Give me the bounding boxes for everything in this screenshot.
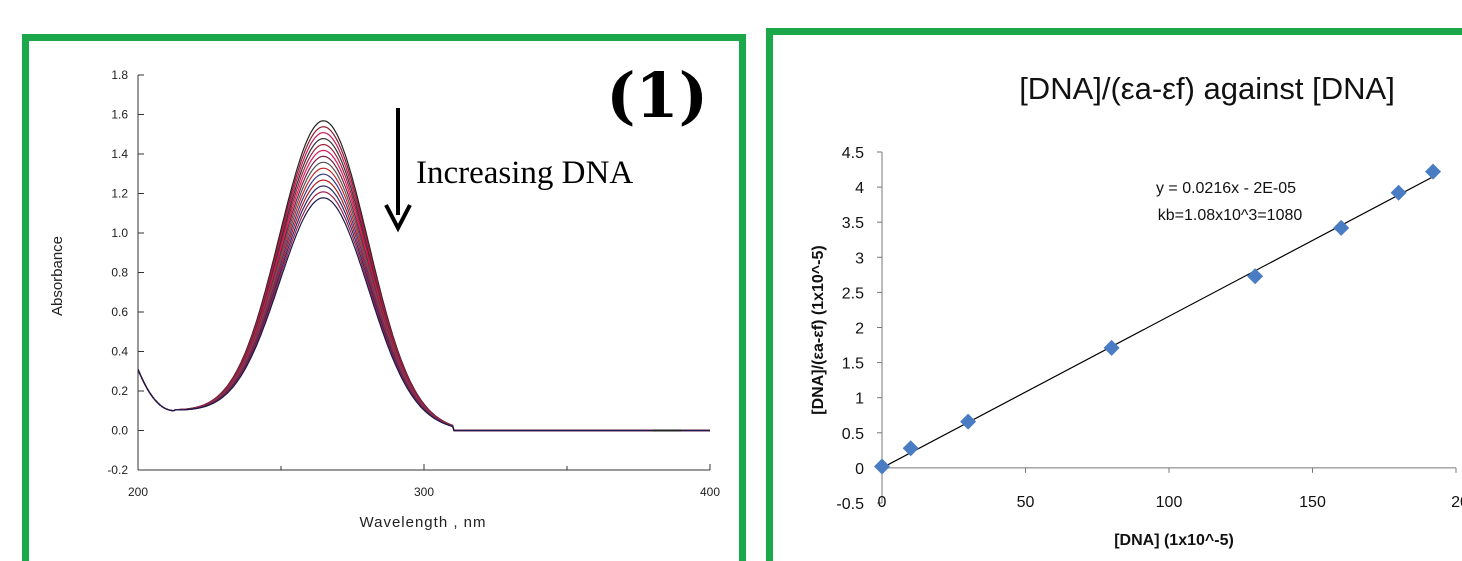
left-y-tick-label: 0.8	[111, 266, 128, 280]
left-x-tick-label: 200	[128, 485, 148, 499]
right-y-tick-label: 4.5	[842, 145, 864, 162]
right-y-tick-label: 1.5	[842, 356, 864, 373]
left-y-tick-label: 0.2	[111, 384, 128, 398]
data-point	[1425, 163, 1442, 180]
data-point	[960, 413, 977, 430]
left-y-tick-label: 1.0	[111, 226, 128, 240]
left-y-tick-label: 0.0	[111, 424, 128, 438]
right-chart-title: [DNA]/(εa-εf) against [DNA]	[1019, 71, 1395, 106]
spectrum-line-6	[137, 149, 710, 432]
right-y-tick-label: 4	[855, 180, 864, 197]
right-y-tick-label: 0	[855, 461, 864, 478]
left-y-tick-label: 1.4	[111, 147, 128, 161]
arrow-head	[384, 204, 412, 233]
right-y-tick-label: 0.5	[842, 426, 864, 443]
left-y-tick-label: 1.6	[111, 108, 128, 122]
right-y-tick-label: 3	[855, 250, 864, 267]
data-point	[1247, 268, 1264, 285]
right-x-axis-label: [DNA] (1x10^-5)	[1114, 532, 1234, 549]
right-x-tick-label: 150	[1299, 494, 1326, 511]
data-point	[902, 440, 919, 457]
right-y-axis-label: [DNA]/(εa-εf) (1x10^-5)	[810, 245, 827, 414]
data-point	[1333, 219, 1350, 236]
left-y-tick-label: -0.2	[107, 463, 128, 477]
data-point	[874, 458, 890, 475]
left-y-tick-label: 1.8	[111, 68, 128, 82]
right-x-tick-label: 100	[1156, 494, 1183, 511]
data-point	[1390, 184, 1407, 201]
left-x-axis-label: Wavelength , nm	[360, 514, 487, 531]
annotation-increasing-dna: Increasing DNA	[416, 155, 633, 191]
left-x-tick-label: 300	[414, 485, 434, 499]
left-y-tick-label: 0.6	[111, 305, 128, 319]
spectrum-line-14	[137, 197, 710, 432]
left-y-tick-label: 1.2	[111, 187, 128, 201]
left-y-axis-label: Absorbance	[49, 236, 66, 316]
right-x-tick-label: 50	[1017, 494, 1035, 511]
left-x-tick-label: 400	[700, 485, 720, 499]
right-y-tick-label: 2.5	[842, 285, 864, 302]
right-y-tick-label: -0.5	[836, 496, 864, 513]
spectrum-panel	[22, 34, 746, 561]
right-x-tick-label: 20	[1451, 494, 1462, 511]
binding-constant: kb=1.08x10^3=1080	[1158, 207, 1303, 224]
right-y-tick-label: 2	[855, 321, 864, 338]
left-y-tick-label: 0.4	[111, 345, 128, 359]
panel-label: (1)	[606, 59, 708, 132]
data-point	[1103, 339, 1120, 356]
right-x-tick-label: 0	[878, 494, 887, 511]
right-y-tick-label: 3.5	[842, 215, 864, 232]
fit-equation: y = 0.0216x - 2E-05	[1156, 180, 1296, 197]
right-y-tick-label: 1	[855, 391, 864, 408]
